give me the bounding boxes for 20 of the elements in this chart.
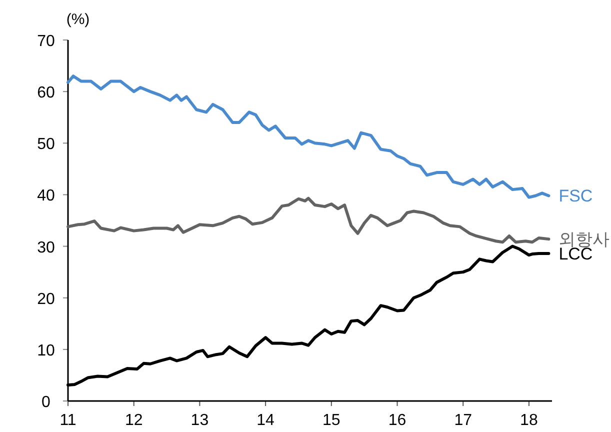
x-tick-label: 17 [454,412,472,429]
y-tick-label: 20 [37,290,55,308]
y-tick-label: 70 [37,33,55,50]
y-tick-label: 40 [37,188,55,205]
x-tick-label: 14 [256,412,275,429]
y-tick-label: 60 [37,84,55,102]
line-series [66,196,550,244]
x-tick-label: 12 [124,412,143,429]
x-tick-label: 16 [388,412,406,429]
y-tick-label: 10 [37,342,55,360]
x-tick-label: 15 [322,412,340,429]
x-tick-label: 13 [190,412,209,429]
x-tick-label: 11 [60,412,76,429]
y-tick-label: 50 [37,136,55,154]
y-axis-title: (%) [66,11,90,28]
series-label: FSC [558,186,593,206]
y-tick-label: 30 [37,239,55,256]
y-tick-label: 0 [42,394,51,411]
x-tick-label: 18 [520,412,538,429]
line-series [66,74,550,199]
